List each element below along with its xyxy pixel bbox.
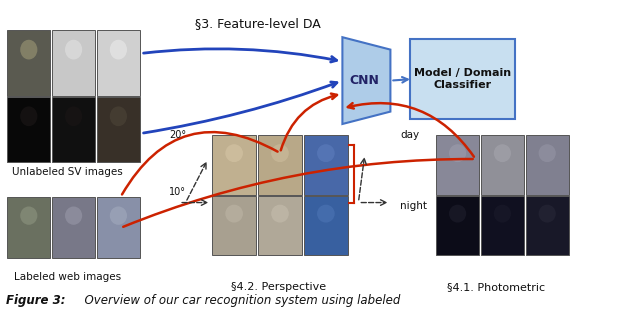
Ellipse shape bbox=[317, 205, 335, 223]
Text: day: day bbox=[400, 130, 419, 140]
Text: Model / Domain
Classifier: Model / Domain Classifier bbox=[414, 68, 511, 90]
FancyBboxPatch shape bbox=[481, 196, 524, 255]
FancyBboxPatch shape bbox=[436, 196, 479, 255]
Ellipse shape bbox=[539, 205, 556, 223]
FancyBboxPatch shape bbox=[8, 30, 50, 96]
Ellipse shape bbox=[494, 205, 511, 223]
FancyBboxPatch shape bbox=[481, 135, 524, 195]
Ellipse shape bbox=[20, 206, 37, 225]
Text: Labeled web images: Labeled web images bbox=[13, 272, 121, 282]
Ellipse shape bbox=[20, 40, 37, 60]
Ellipse shape bbox=[271, 144, 289, 162]
Ellipse shape bbox=[271, 205, 289, 223]
FancyBboxPatch shape bbox=[258, 196, 302, 255]
Ellipse shape bbox=[65, 206, 82, 225]
FancyBboxPatch shape bbox=[436, 135, 479, 195]
Ellipse shape bbox=[539, 144, 556, 162]
FancyBboxPatch shape bbox=[97, 197, 140, 259]
FancyBboxPatch shape bbox=[52, 97, 95, 162]
Ellipse shape bbox=[317, 144, 335, 162]
FancyBboxPatch shape bbox=[52, 197, 95, 259]
Text: 20°: 20° bbox=[170, 130, 186, 140]
FancyBboxPatch shape bbox=[212, 135, 256, 195]
FancyBboxPatch shape bbox=[8, 97, 50, 162]
Text: night: night bbox=[400, 201, 427, 211]
FancyBboxPatch shape bbox=[52, 30, 95, 96]
Ellipse shape bbox=[65, 106, 82, 126]
Ellipse shape bbox=[110, 206, 127, 225]
Text: §4.1. Photometric: §4.1. Photometric bbox=[447, 282, 545, 292]
Text: 10°: 10° bbox=[170, 187, 186, 197]
Text: §4.2. Perspective: §4.2. Perspective bbox=[231, 282, 326, 292]
Ellipse shape bbox=[110, 40, 127, 60]
FancyBboxPatch shape bbox=[212, 196, 256, 255]
FancyBboxPatch shape bbox=[304, 196, 348, 255]
FancyBboxPatch shape bbox=[8, 197, 50, 259]
FancyBboxPatch shape bbox=[526, 196, 569, 255]
Text: Overview of our car recognition system using labeled: Overview of our car recognition system u… bbox=[77, 294, 400, 307]
Ellipse shape bbox=[494, 144, 511, 162]
FancyBboxPatch shape bbox=[304, 135, 348, 195]
Text: Unlabeled SV images: Unlabeled SV images bbox=[12, 167, 123, 177]
FancyBboxPatch shape bbox=[258, 135, 302, 195]
FancyBboxPatch shape bbox=[97, 30, 140, 96]
Ellipse shape bbox=[110, 106, 127, 126]
Text: §3. Feature-level DA: §3. Feature-level DA bbox=[195, 17, 321, 30]
Ellipse shape bbox=[225, 205, 243, 223]
FancyBboxPatch shape bbox=[410, 39, 515, 119]
Ellipse shape bbox=[20, 106, 37, 126]
FancyBboxPatch shape bbox=[97, 97, 140, 162]
Ellipse shape bbox=[65, 40, 82, 60]
Polygon shape bbox=[342, 37, 390, 124]
FancyBboxPatch shape bbox=[526, 135, 569, 195]
Ellipse shape bbox=[225, 144, 243, 162]
Ellipse shape bbox=[449, 144, 466, 162]
Text: Figure 3:: Figure 3: bbox=[6, 294, 66, 307]
Text: CNN: CNN bbox=[349, 74, 379, 87]
Ellipse shape bbox=[449, 205, 466, 223]
